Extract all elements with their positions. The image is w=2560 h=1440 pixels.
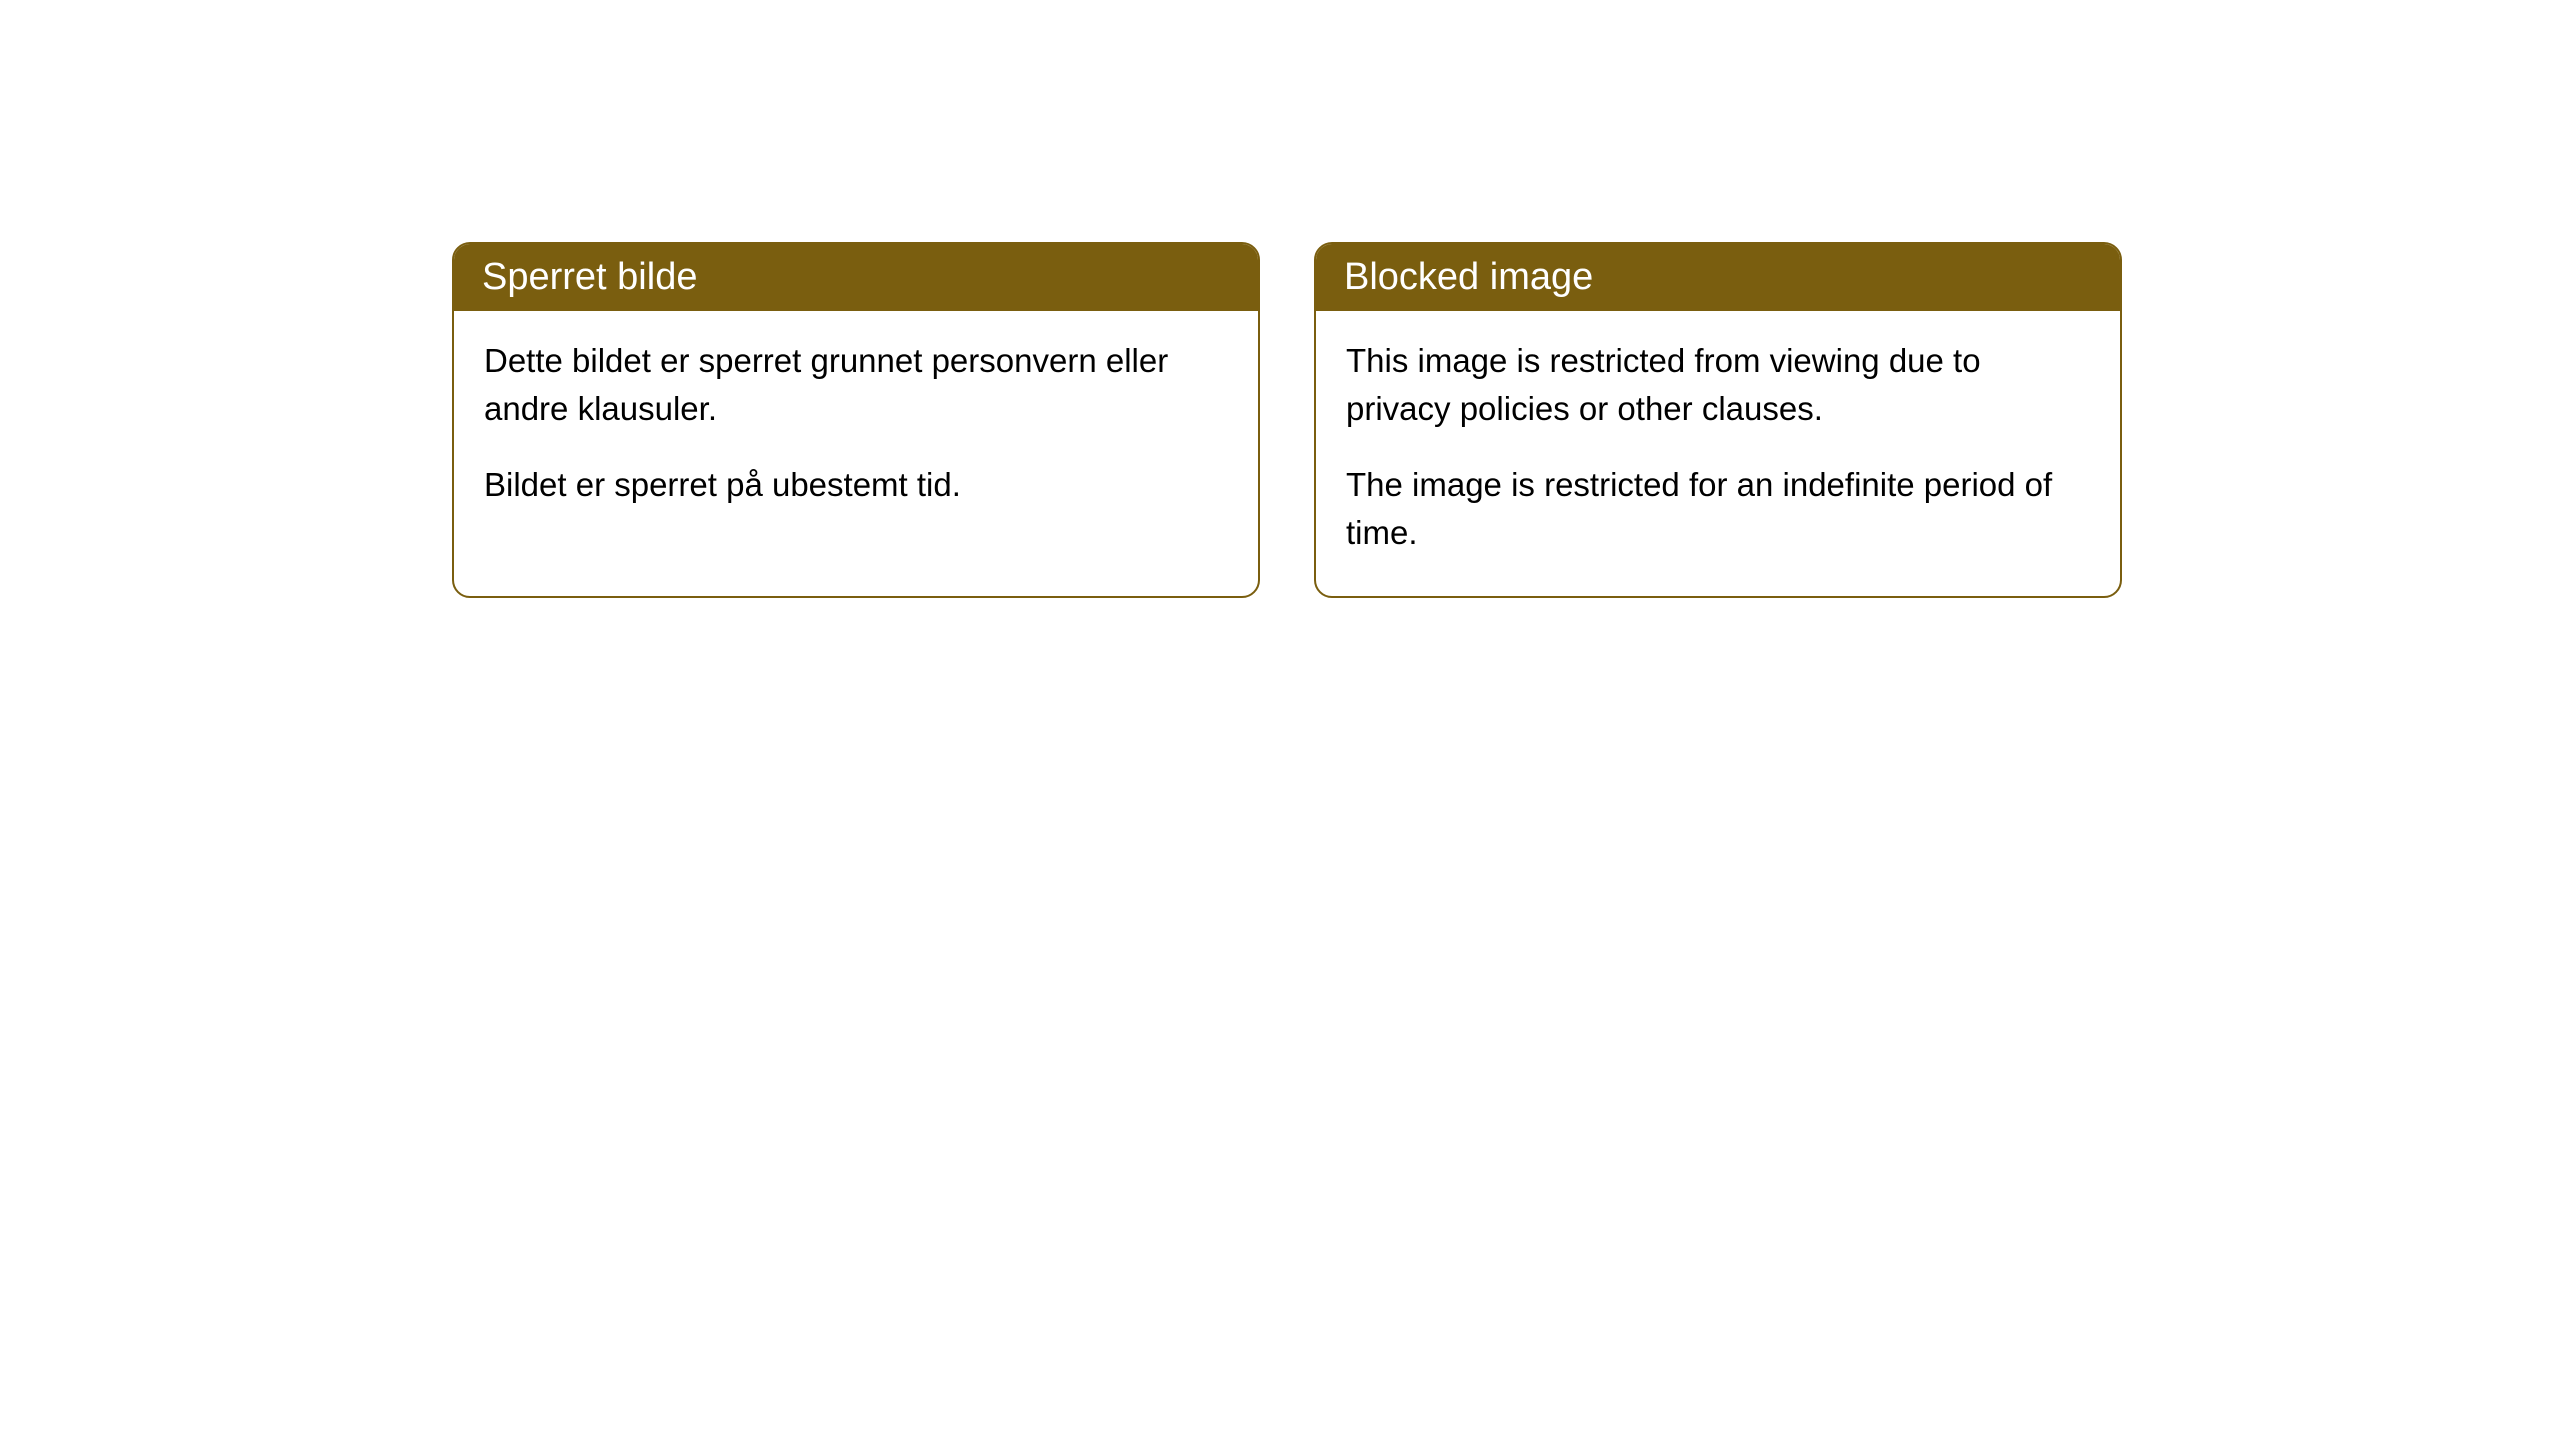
- card-body: Dette bildet er sperret grunnet personve…: [454, 311, 1258, 549]
- card-paragraph: The image is restricted for an indefinit…: [1346, 461, 2090, 557]
- card-paragraph: Dette bildet er sperret grunnet personve…: [484, 337, 1228, 433]
- notice-card-norwegian: Sperret bilde Dette bildet er sperret gr…: [452, 242, 1260, 598]
- notice-card-english: Blocked image This image is restricted f…: [1314, 242, 2122, 598]
- card-header: Blocked image: [1316, 244, 2120, 311]
- card-title: Sperret bilde: [482, 256, 697, 298]
- notice-cards-container: Sperret bilde Dette bildet er sperret gr…: [452, 242, 2122, 598]
- card-body: This image is restricted from viewing du…: [1316, 311, 2120, 596]
- card-paragraph: This image is restricted from viewing du…: [1346, 337, 2090, 433]
- card-header: Sperret bilde: [454, 244, 1258, 311]
- card-paragraph: Bildet er sperret på ubestemt tid.: [484, 461, 1228, 509]
- card-title: Blocked image: [1344, 256, 1593, 298]
